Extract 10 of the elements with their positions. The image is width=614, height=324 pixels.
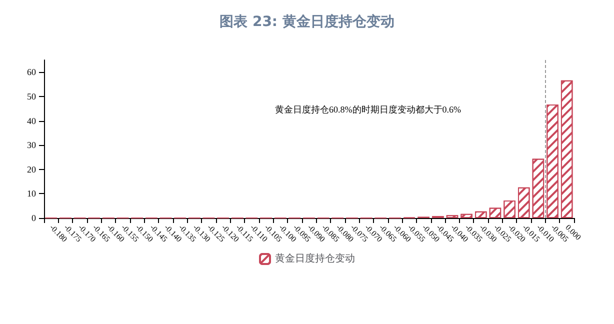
y-tick-label: 30 — [27, 140, 36, 150]
chart-title: 图表 23: 黄金日度持仓变动 — [220, 13, 394, 30]
y-tick-label: 20 — [27, 164, 36, 174]
y-tick-label: 60 — [27, 67, 36, 78]
annotation: 黄金日度持仓60.8%的时期日度变动都大于0.6% — [275, 104, 462, 114]
y-tick-label: 50 — [27, 91, 36, 102]
y-tick-label: 0 — [32, 213, 36, 223]
y-tick-label: 40 — [27, 116, 36, 126]
legend-label: 黄金日度持仓变动 — [275, 252, 355, 264]
y-tick-label: 10 — [27, 188, 36, 199]
